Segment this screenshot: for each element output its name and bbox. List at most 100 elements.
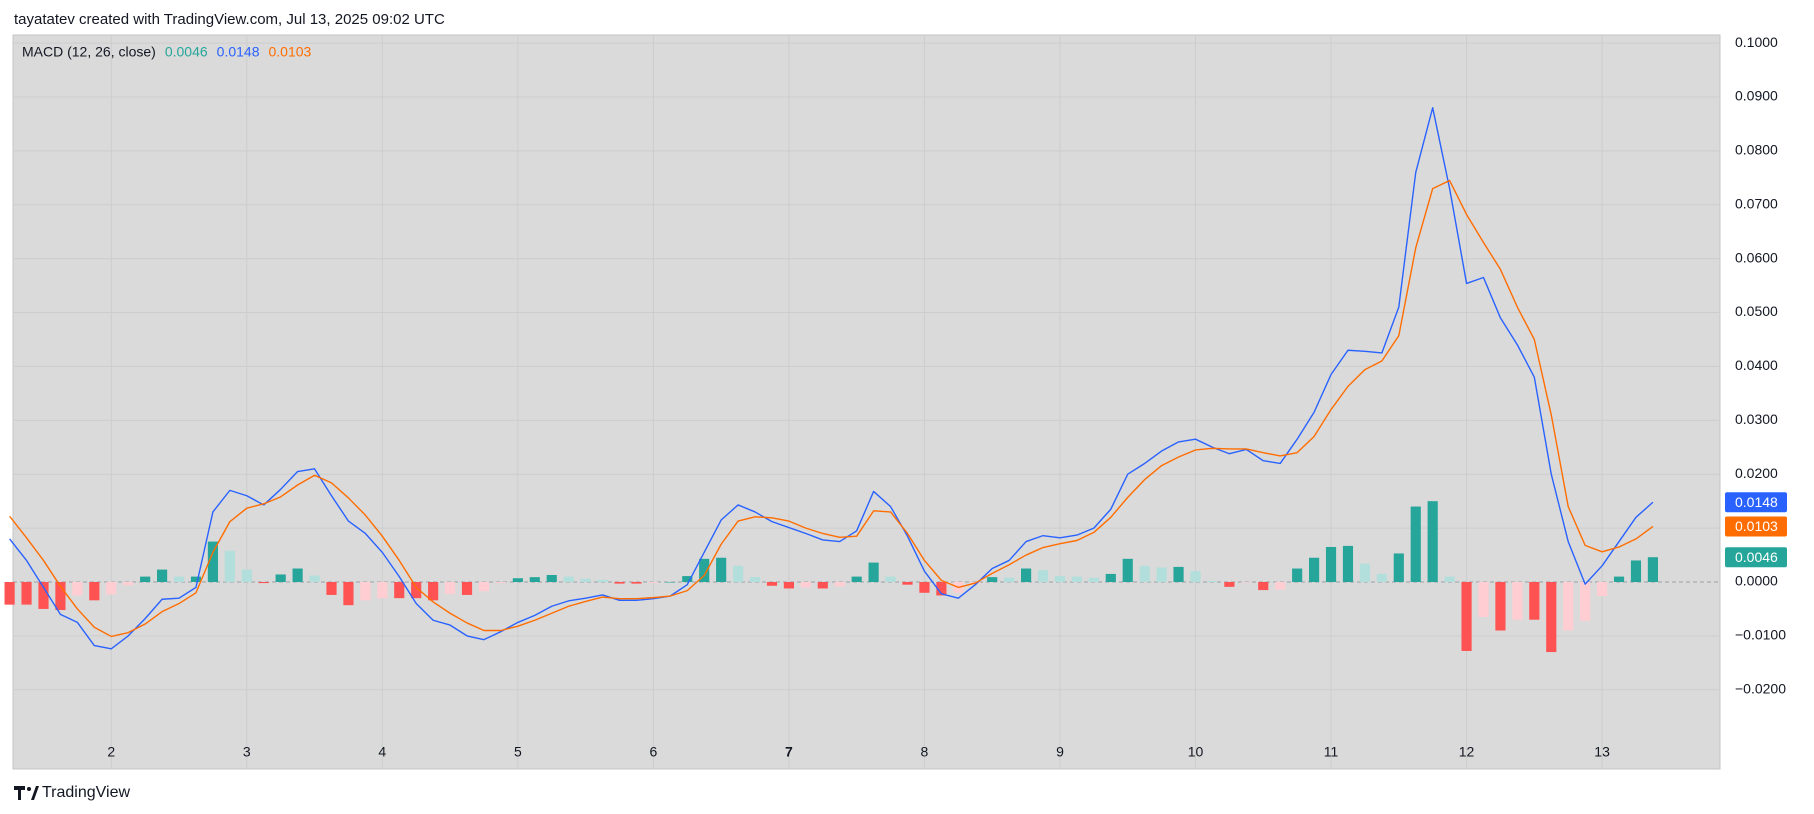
x-tick-label: 5 [514,744,522,760]
histogram-bar [546,574,557,582]
histogram-bar [173,576,185,582]
histogram-bar [411,581,422,599]
histogram-bar [478,581,490,592]
histogram-bar [1156,567,1167,582]
histogram-bar [4,581,15,605]
histogram-bar [1478,581,1489,618]
histogram-bar [1190,571,1201,582]
histogram-bar [326,581,337,595]
histogram-bar [631,581,642,584]
histogram-bar [597,579,608,582]
histogram-bar [851,576,862,582]
histogram-bar [394,581,405,599]
y-tick-label: 0.0600 [1735,249,1778,265]
histogram-bar [21,581,32,605]
histogram-bar [1512,581,1523,620]
price-badge [1725,516,1787,537]
header-text: tayatatev created with TradingView.com, … [14,11,445,28]
histogram-bar [207,541,218,582]
histogram-bar [834,581,845,587]
tradingview-logo [14,786,39,800]
histogram-bar [682,576,693,582]
histogram-bar [140,576,151,582]
y-tick-label: 0.0200 [1735,465,1778,481]
histogram-bar [1597,581,1608,597]
x-tick-label: 8 [921,744,929,760]
histogram-bar [157,569,168,582]
price-badge [1725,492,1787,513]
histogram-bar [648,581,659,584]
histogram-bar [1054,576,1066,582]
histogram-bar [1647,557,1658,582]
histogram-bar [241,569,252,582]
y-tick-label: −0.0100 [1735,627,1786,643]
histogram-bar [1393,553,1404,582]
histogram-bar [1021,568,1032,582]
y-tick-label: 0.0500 [1735,303,1778,319]
x-tick-label: 10 [1188,744,1204,760]
histogram-bar [749,577,761,582]
histogram-bar [1325,546,1337,582]
histogram-bar [1004,577,1015,582]
histogram-bar [1461,581,1472,651]
price-badge [1725,547,1787,568]
x-tick-label: 7 [785,744,793,760]
histogram-bar [733,565,744,582]
histogram-bar [1088,577,1099,582]
histogram-bar [716,557,727,582]
histogram-bar [1427,501,1438,582]
x-tick-label: 12 [1459,744,1475,760]
legend-value: 0.0103 [268,44,311,60]
histogram-bar [817,581,828,589]
histogram-bar [377,581,388,599]
legend-value: 0.0148 [217,44,260,60]
histogram-bar [1342,545,1354,582]
histogram-bar [563,576,574,582]
histogram-bar [1292,568,1303,582]
y-tick-label: 0.1000 [1735,34,1778,50]
histogram-bar [258,581,269,584]
macd-line [9,179,1654,638]
histogram-bar [1613,576,1625,582]
histogram-bar [1495,581,1506,631]
histogram-bar [275,574,286,582]
histogram-bar [902,581,913,585]
histogram-bar [309,575,320,582]
histogram-bar [292,568,303,582]
price-badge-label: 0.0148 [1735,494,1778,510]
histogram-bar [936,581,947,596]
histogram-bar [428,581,439,601]
histogram-bar [224,550,235,582]
y-tick-label: 0.0800 [1735,142,1778,158]
histogram-bar [1444,576,1455,582]
histogram-bar [614,581,625,584]
y-tick-label: 0.0400 [1735,357,1778,373]
histogram-bar [800,581,811,588]
y-tick-label: 0.0000 [1735,573,1778,589]
histogram-bar [1359,563,1370,582]
histogram-bar [1037,570,1049,582]
price-badge-label: 0.0103 [1735,518,1778,534]
histogram-bar [919,581,930,593]
x-tick-label: 2 [107,744,115,760]
macd-line [9,107,1654,650]
histogram-bar [89,581,100,601]
histogram-bar [987,577,998,582]
x-tick-label: 3 [243,744,251,760]
y-tick-label: −0.0200 [1735,680,1786,696]
histogram-bar [461,581,473,595]
histogram-bar [190,576,202,582]
price-badge-label: 0.0046 [1735,549,1778,565]
histogram-bar [1122,558,1133,582]
histogram-bar [1580,581,1591,621]
histogram-bar [1258,581,1269,591]
histogram-bar [1309,557,1320,582]
histogram-bar [766,581,778,586]
x-tick-label: 11 [1324,744,1339,760]
histogram-bar [1224,581,1235,587]
x-tick-label: 9 [1056,744,1064,760]
histogram-bar [1241,581,1252,583]
histogram-bar [1529,581,1540,620]
